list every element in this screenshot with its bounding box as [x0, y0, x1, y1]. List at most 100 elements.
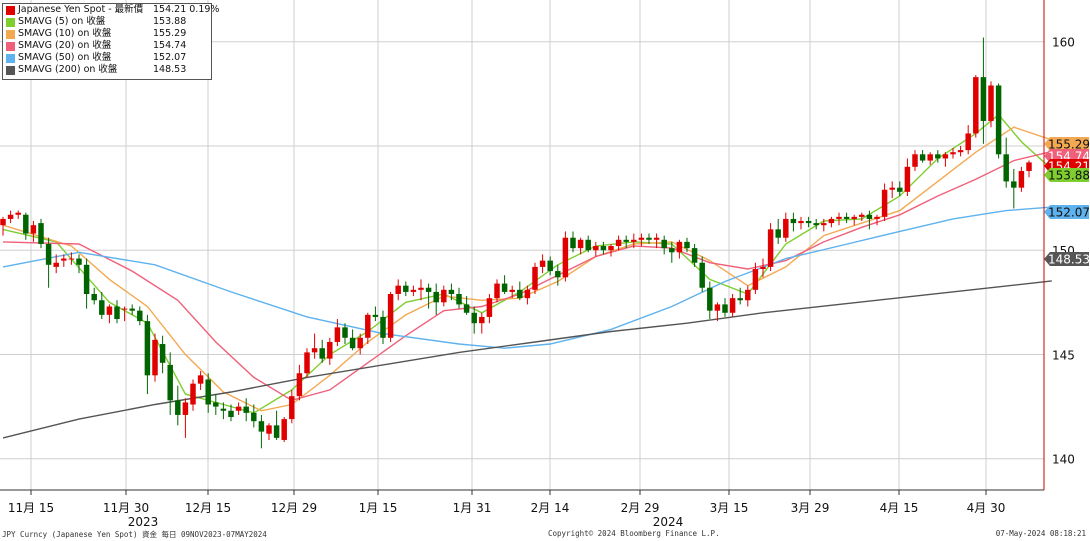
candle-body	[281, 419, 287, 440]
candle-body	[843, 216, 850, 219]
candle-body	[1011, 181, 1017, 188]
candle-body	[296, 373, 303, 397]
candle-body	[319, 348, 325, 359]
candle	[745, 285, 751, 307]
candle	[137, 306, 143, 326]
footer-security-info: JPY Curncy (Japanese Yen Spot) 資金 每日 09N…	[2, 530, 267, 539]
candle-body	[1018, 170, 1025, 188]
candle	[570, 231, 576, 253]
legend-entry: SMAVG (50) on 收盤 152.07	[3, 52, 211, 64]
ma-series-line	[2, 113, 1053, 414]
legend-swatch	[6, 42, 15, 51]
candle	[425, 283, 432, 309]
candle	[775, 218, 781, 244]
candle	[144, 314, 151, 395]
candle	[752, 262, 759, 294]
price-tag: 148.53	[1044, 252, 1090, 267]
candle-body	[45, 243, 52, 265]
candle-body	[357, 337, 363, 349]
candle-body	[137, 310, 143, 322]
legend-swatch	[6, 30, 15, 39]
candle	[676, 239, 683, 259]
candle-body	[638, 237, 645, 240]
candle	[965, 125, 971, 155]
candle	[897, 181, 903, 196]
candle	[121, 306, 128, 322]
candle-body	[463, 304, 470, 313]
candle-body	[555, 271, 561, 278]
legend-label: Japanese Yen Spot - 最新價	[18, 4, 144, 15]
candle-body	[745, 289, 751, 301]
candle-body	[593, 246, 599, 251]
candle	[68, 252, 75, 265]
candle	[258, 414, 265, 449]
legend-value: 148.53	[153, 64, 187, 75]
candle	[691, 243, 698, 267]
candle	[729, 294, 736, 317]
candle-body	[608, 246, 614, 251]
candle-body	[509, 289, 515, 292]
legend-entry: SMAVG (20) on 收盤 154.74	[3, 40, 211, 52]
candle-body	[722, 304, 728, 313]
candle-body	[570, 237, 576, 249]
candle	[243, 398, 249, 422]
candle-body	[775, 229, 781, 238]
candle-body	[152, 339, 158, 376]
candle	[463, 296, 470, 315]
price-tag-label: 153.88	[1048, 169, 1090, 183]
candle	[471, 306, 477, 334]
candle-body	[995, 85, 1002, 155]
candle-body	[235, 406, 242, 411]
candle	[669, 241, 675, 263]
candle	[532, 262, 538, 294]
candle	[995, 83, 1002, 159]
candle-body	[334, 327, 341, 342]
candle-body	[144, 321, 151, 376]
candle	[159, 335, 166, 374]
candle	[790, 212, 797, 232]
candle	[235, 402, 242, 415]
price-tag-label: 148.53	[1048, 253, 1090, 267]
legend: Japanese Yen Spot - 最新價 154.21 0.19% SMAVG…	[2, 3, 219, 80]
legend-swatch	[6, 54, 15, 63]
candle	[349, 329, 356, 351]
candle	[767, 223, 774, 272]
legend-swatch	[6, 6, 15, 15]
candle-body	[433, 291, 439, 303]
candle	[973, 75, 979, 138]
candle-body	[410, 289, 417, 292]
legend-label: SMAVG (10) on 收盤	[18, 28, 112, 39]
ma-series-line	[2, 280, 1052, 439]
candle-body	[661, 239, 667, 249]
candle-body	[190, 383, 196, 405]
x-tick-label: 3月 29	[791, 501, 830, 515]
candle-body	[53, 262, 59, 267]
candle	[638, 233, 645, 247]
candle	[988, 81, 994, 128]
candle-body	[258, 421, 265, 432]
x-tick-label: 4月 30	[967, 501, 1006, 515]
candle	[889, 181, 895, 199]
moving-average-lines	[2, 113, 1053, 439]
candle	[213, 394, 219, 415]
candle-body	[517, 289, 523, 299]
candle-body	[965, 133, 971, 151]
candle-body	[0, 218, 6, 226]
candle-body	[707, 287, 713, 311]
candle-body	[479, 316, 485, 324]
candle-body	[501, 283, 508, 292]
candle	[15, 210, 21, 219]
candle	[836, 212, 842, 226]
candle	[957, 145, 964, 157]
candle-body	[425, 287, 432, 292]
candle	[562, 231, 569, 282]
candle-body	[175, 400, 181, 415]
candle	[327, 337, 333, 365]
candle	[919, 150, 926, 163]
candlesticks	[0, 37, 1032, 449]
footer-timestamp: 07-May-2024 08:18:21	[995, 529, 1086, 538]
candle-body	[159, 344, 166, 363]
candle	[904, 158, 911, 196]
candle	[821, 218, 827, 232]
candle-body	[395, 285, 401, 294]
